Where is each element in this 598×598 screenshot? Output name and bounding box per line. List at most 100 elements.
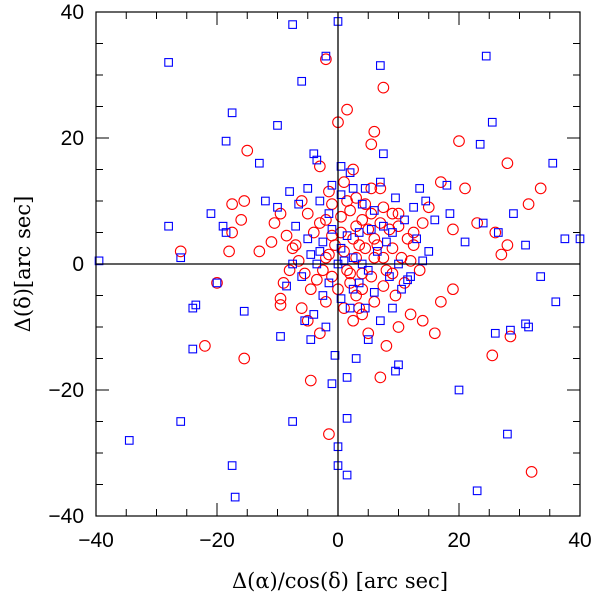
data-point-square	[309, 149, 319, 159]
y-tick-label: 40	[61, 1, 84, 24]
data-point-circle	[453, 135, 465, 147]
data-point-square	[509, 209, 518, 218]
data-point-square	[391, 193, 400, 203]
data-point-square	[475, 139, 485, 149]
data-point-circle	[407, 226, 420, 239]
x-tick-label: 20	[447, 529, 470, 552]
data-point-circle	[301, 314, 314, 327]
data-point-square	[412, 234, 422, 244]
data-point-square	[506, 325, 515, 335]
data-point-circle	[241, 144, 254, 157]
data-point-square	[348, 253, 358, 263]
data-point-circle	[317, 264, 329, 277]
data-point-circle	[386, 207, 399, 220]
data-point-circle	[326, 229, 338, 242]
data-point-square	[357, 199, 367, 209]
data-point-circle	[280, 229, 293, 242]
data-point-circle	[295, 302, 308, 314]
data-point-square	[315, 247, 325, 256]
data-point-circle	[447, 283, 459, 296]
data-point-square	[188, 344, 198, 354]
data-point-square	[503, 429, 512, 439]
data-point-circle	[435, 295, 447, 308]
data-point-circle	[428, 327, 441, 340]
data-point-square	[345, 303, 355, 313]
data-point-circle	[274, 207, 287, 220]
data-point-circle	[295, 195, 308, 207]
data-point-circle	[320, 251, 332, 264]
data-point-square	[342, 231, 352, 241]
data-point-circle	[338, 176, 350, 188]
data-point-square	[303, 234, 313, 244]
data-point-circle	[326, 198, 338, 210]
data-point-square	[536, 272, 546, 281]
data-point-square	[454, 385, 464, 395]
data-point-square	[487, 117, 497, 127]
data-point-square	[321, 322, 331, 332]
data-point-square	[490, 328, 500, 338]
data-point-circle	[253, 245, 266, 258]
data-point-circle	[277, 277, 290, 289]
data-point-circle	[283, 264, 296, 277]
data-point-circle	[407, 239, 420, 251]
data-point-circle	[341, 103, 353, 116]
data-point-circle	[501, 239, 514, 251]
data-point-circle	[386, 242, 399, 255]
data-point-square	[206, 209, 216, 218]
data-point-square	[415, 184, 425, 193]
data-point-square	[309, 310, 319, 319]
data-point-square	[327, 225, 337, 234]
data-point-square	[394, 360, 403, 370]
data-point-square	[312, 155, 322, 165]
data-point-circle	[341, 264, 353, 277]
data-point-square	[327, 180, 337, 190]
data-point-circle	[323, 428, 335, 440]
data-point-square	[409, 202, 418, 212]
data-point-circle	[392, 321, 405, 333]
data-point-square	[176, 417, 186, 426]
data-point-circle	[365, 138, 378, 151]
x-axis-title: Δ(α)/cos(δ) [arc sec]	[232, 569, 448, 593]
data-point-square	[191, 300, 201, 310]
data-point-circle	[368, 125, 381, 138]
data-point-circle	[314, 327, 326, 340]
data-point-square	[472, 486, 482, 496]
data-point-circle	[489, 226, 502, 239]
data-point-circle	[416, 314, 429, 327]
data-point-square	[360, 184, 370, 193]
data-point-square	[481, 51, 491, 61]
y-axis-ticks	[96, 11, 580, 517]
data-point-circle	[323, 248, 335, 261]
zero-lines	[96, 12, 580, 516]
data-point-circle	[374, 217, 387, 229]
data-point-circle	[374, 371, 387, 384]
data-point-circle	[416, 217, 429, 229]
data-point-square	[388, 228, 397, 237]
data-point-square	[294, 199, 304, 209]
data-point-circle	[174, 245, 187, 258]
data-point-circle	[341, 195, 353, 207]
data-point-circle	[383, 223, 396, 236]
data-point-circle	[347, 232, 359, 245]
data-point-square	[321, 51, 331, 61]
data-point-circle	[368, 295, 381, 308]
data-point-circle	[459, 182, 471, 195]
data-point-circle	[235, 214, 248, 226]
data-point-circle	[314, 217, 326, 229]
x-axis-tick-labels: −40 −20 0 20 40	[78, 529, 591, 552]
data-point-square	[336, 190, 346, 200]
data-point-square	[306, 335, 316, 344]
data-point-square	[303, 184, 313, 193]
data-point-square	[255, 158, 264, 168]
data-point-square	[324, 209, 334, 218]
data-point-square	[524, 322, 533, 332]
y-tick-label: 0	[72, 253, 84, 276]
data-point-square	[188, 303, 198, 313]
data-point-square	[227, 108, 237, 118]
data-point-square	[273, 202, 282, 212]
data-point-circle	[362, 327, 375, 340]
data-point-square	[176, 253, 186, 263]
data-point-square	[288, 20, 297, 29]
data-point-square	[348, 184, 358, 193]
data-point-square	[379, 149, 388, 159]
